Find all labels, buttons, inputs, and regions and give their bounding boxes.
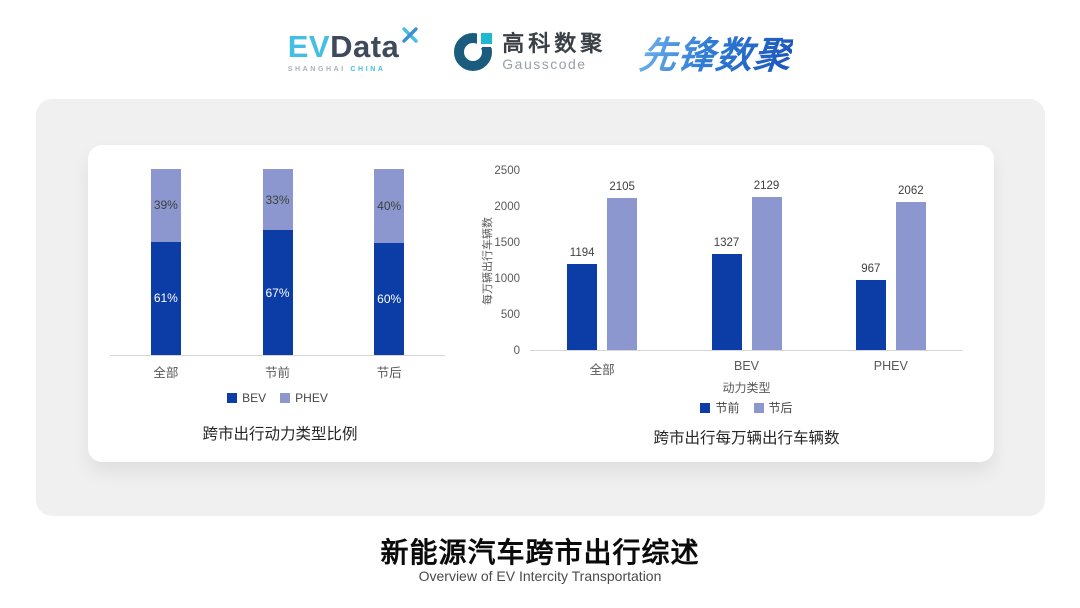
stacked-bar-slot: 33% 67% [222, 169, 334, 355]
legend-item-post-holiday: 节后 [753, 399, 793, 416]
stacked-bar-slot: 40% 60% [333, 169, 445, 355]
y-tick-label: 2000 [494, 201, 520, 213]
bar-value-label: 1327 [713, 237, 740, 250]
evdata-logo-ev-text: EV [287, 29, 331, 64]
bar-value-label: 1194 [569, 247, 595, 260]
bar-segment-phev: 40% [374, 169, 405, 244]
y-tick-label: 2500 [494, 165, 520, 177]
y-tick-label: 0 [513, 345, 520, 357]
gausscode-gmark-icon [454, 33, 493, 71]
bar-value-label: 2105 [609, 181, 635, 194]
header-logo-bar: EV Data SHANGHAI CHINA 高科数聚 Gau [0, 18, 1080, 86]
pioneer-logo: 先锋数聚 [637, 25, 795, 79]
legend-item-phev: PHEV [280, 391, 328, 405]
legend-label-bev: BEV [242, 391, 267, 405]
evdata-logo: EV Data SHANGHAI CHINA [287, 27, 421, 73]
stacked-bar: 39% 61% [150, 169, 181, 355]
segment-value-label: 40% [377, 199, 402, 214]
legend-label-phev: PHEV [295, 391, 328, 405]
bar-value-label: 2129 [753, 179, 780, 192]
stacked-bar: 33% 67% [262, 169, 293, 355]
bar-segment-bev: 60% [374, 243, 405, 355]
grouped-bar-节后 [751, 196, 782, 350]
right-chart-category-axis: 全部 BEV PHEV [530, 359, 963, 378]
segment-value-label: 33% [265, 192, 290, 207]
gausscode-name-en: Gausscode [502, 56, 587, 73]
bar-segment-phev: 33% [262, 169, 293, 231]
legend-label-pre-holiday: 节前 [715, 401, 740, 415]
evdata-tagline-left: SHANGHAI [287, 66, 346, 73]
page-title: 新能源汽车跨市出行综述 [380, 537, 700, 568]
left-chart-plot: 39% 61% 33% 67% 40% 60% [110, 169, 445, 356]
segment-value-label: 39% [153, 198, 178, 213]
evdata-tagline-right: CHINA [350, 66, 386, 73]
legend-swatch-pre-holiday [700, 402, 711, 413]
bar-segment-bev: 61% [150, 241, 181, 355]
stacked-bar: 40% 60% [374, 169, 405, 355]
grouped-bar-节前 [567, 264, 598, 350]
stacked-bar-slot: 39% 61% [110, 169, 222, 355]
category-tick-label: 节后 [376, 366, 402, 380]
right-chart-legend: 节前 节后 [530, 399, 963, 416]
left-chart-category-axis: 全部 节前 节后 [110, 362, 445, 381]
legend-label-post-holiday: 节后 [768, 401, 793, 415]
report-card: 39% 61% 33% 67% 40% 60% 全部 节前 节后 BEV PHEV 跨市出行动… [36, 99, 1045, 516]
page-subtitle: Overview of EV Intercity Transportation [418, 568, 662, 584]
right-chart-plot: 1194 2105 1327 2129 967 2062 [530, 171, 963, 351]
bar-value-label: 967 [861, 263, 881, 276]
grouped-bar-节前 [855, 280, 886, 350]
left-chart-legend: BEV PHEV [110, 391, 445, 405]
y-tick-label: 1000 [494, 273, 520, 285]
charts-panel: 39% 61% 33% 67% 40% 60% 全部 节前 节后 BEV PHEV 跨市出行动… [88, 145, 994, 462]
grouped-bar-节后 [895, 201, 926, 350]
segment-value-label: 61% [153, 291, 178, 306]
segment-value-label: 67% [265, 285, 290, 300]
left-chart-title: 跨市出行动力类型比例 [202, 426, 358, 443]
right-chart-title: 跨市出行每万辆出行车辆数 [653, 430, 840, 447]
gausscode-name-cn: 高科数聚 [502, 31, 607, 57]
bar-segment-bev: 67% [262, 230, 293, 355]
grouped-bar-节后 [607, 198, 638, 350]
category-tick-label: PHEV [873, 359, 908, 373]
y-tick-label: 500 [500, 309, 520, 321]
legend-item-pre-holiday: 节前 [700, 399, 740, 416]
category-tick-label: 节前 [265, 366, 291, 380]
bar-value-label: 2062 [898, 184, 924, 197]
evdata-star-icon [402, 27, 418, 43]
right-chart-x-axis-label: 动力类型 [722, 381, 771, 395]
category-tick-label: BEV [733, 359, 759, 373]
bar-segment-phev: 39% [150, 169, 181, 242]
legend-item-bev: BEV [227, 391, 266, 405]
y-tick-label: 1500 [494, 237, 520, 249]
legend-swatch-bev [227, 393, 238, 403]
grouped-bar-节前 [711, 254, 742, 350]
category-tick-label: 全部 [153, 366, 179, 380]
gausscode-logo: 高科数聚 Gausscode [454, 32, 606, 72]
evdata-logo-data-text: Data [330, 29, 400, 64]
legend-swatch-phev [280, 393, 291, 403]
segment-value-label: 60% [377, 292, 402, 307]
legend-swatch-post-holiday [753, 402, 764, 413]
category-tick-label: 全部 [589, 363, 615, 377]
